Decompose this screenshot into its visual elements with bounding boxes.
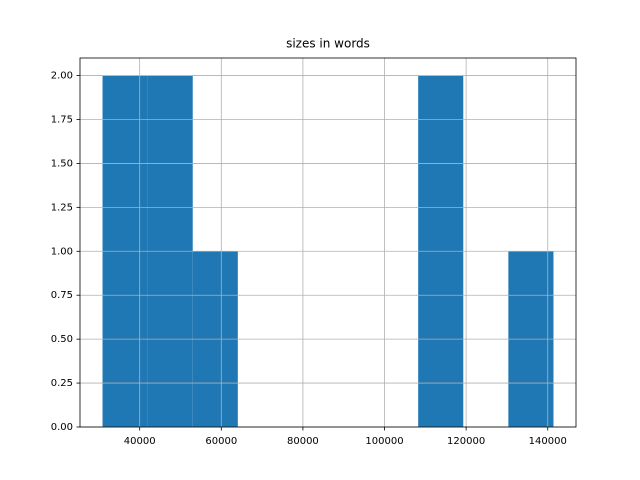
y-tick-label: 1.00	[51, 246, 73, 257]
chart-title: sizes in words	[286, 37, 370, 51]
y-tick-label: 0.75	[51, 290, 73, 301]
y-tick-label: 1.50	[51, 158, 73, 169]
x-tick-label: 120000	[447, 436, 485, 447]
x-tick-label: 100000	[365, 436, 403, 447]
y-tick-label: 2.00	[51, 71, 73, 82]
x-tick-label: 80000	[287, 436, 319, 447]
x-tick-label: 60000	[205, 436, 237, 447]
plot-frame	[79, 57, 577, 428]
y-tick-label: 1.75	[51, 115, 73, 126]
y-tick-label: 1.25	[51, 202, 73, 213]
x-tick-label: 40000	[124, 436, 156, 447]
y-tick-label: 0.00	[51, 422, 73, 433]
x-tick-label: 140000	[529, 436, 567, 447]
y-tick-label: 0.50	[51, 334, 73, 345]
y-tick-label: 0.25	[51, 378, 73, 389]
